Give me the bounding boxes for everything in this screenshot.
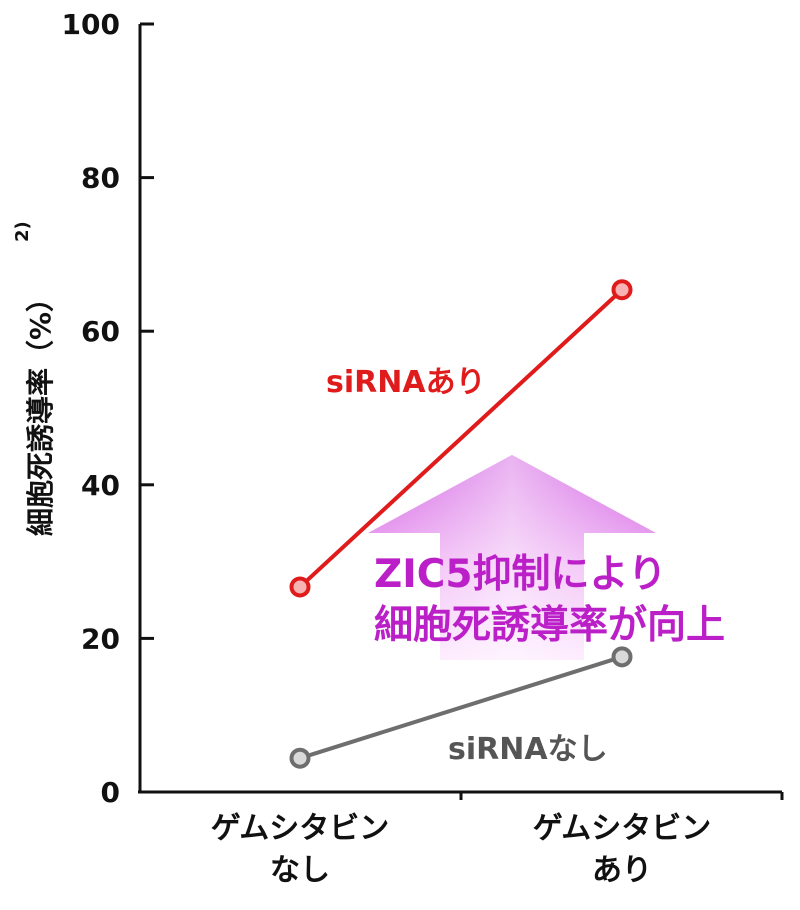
series-label-without-sirna: siRNAなし xyxy=(448,732,608,767)
x-category-label-0-line-0: ゲムシタビン xyxy=(211,811,390,846)
series-label-with-sirna: siRNAあり xyxy=(326,365,486,400)
y-tick-label-80: 80 xyxy=(81,162,120,195)
series-layer xyxy=(289,279,633,769)
x-category-label-0-line-1: なし xyxy=(270,853,330,888)
y-tick-label-0: 0 xyxy=(101,776,120,809)
series-0-point-1 xyxy=(611,279,633,301)
x-category-label-1-line-0: ゲムシタビン xyxy=(533,811,712,846)
y-tick-label-40: 40 xyxy=(81,469,120,502)
y-axis-title: 細胞死誘導率（%） 2) xyxy=(12,221,57,536)
series-0-line xyxy=(298,287,624,589)
series-1-point-0 xyxy=(289,747,311,769)
y-tick-label-60: 60 xyxy=(81,315,120,348)
annotation-text: ZIC5抑制により 細胞死誘導率が向上 xyxy=(374,552,725,648)
y-tick-label-20: 20 xyxy=(81,622,120,655)
annotation-line-1: ZIC5抑制により xyxy=(374,552,667,597)
improvement-arrow xyxy=(368,455,656,660)
series-0-point-0 xyxy=(289,576,311,598)
improvement-arrow-highlight xyxy=(368,455,656,660)
series-1-line xyxy=(298,654,624,761)
series-1-point-1 xyxy=(611,646,633,668)
annotation-line-2: 細胞死誘導率が向上 xyxy=(374,603,725,648)
y-ticks: 0 20 40 60 80 100 xyxy=(62,8,154,809)
y-tick-label-100: 100 xyxy=(62,8,120,41)
y-axis-label: 細胞死誘導率（%） xyxy=(24,284,57,536)
y-axis-label-superscript: 2) xyxy=(12,221,33,242)
x-category-label-1-line-1: あり xyxy=(592,853,652,888)
